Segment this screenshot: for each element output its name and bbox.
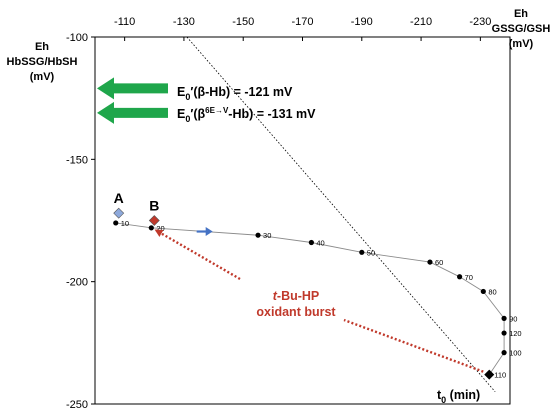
time-point-40 xyxy=(308,239,314,246)
direction-arrow-head xyxy=(205,227,213,237)
marker-A xyxy=(113,207,125,219)
e0-beta-hb-label: E0′(β-Hb) = -121 mV xyxy=(177,85,293,102)
left-tick-label: -100 xyxy=(66,32,88,44)
top-tick-label: -170 xyxy=(291,16,313,28)
time-point-label-80: 80 xyxy=(488,287,496,296)
left-tick-label: -250 xyxy=(66,399,88,411)
time-point-60 xyxy=(427,259,433,265)
time-point-label-110: 110 xyxy=(494,371,506,380)
time-point-label-50: 50 xyxy=(367,248,375,257)
t0-label: t0 (min) xyxy=(437,388,480,405)
time-series-layer: 10 20 30 40 50 60 70 80 90 120 100 110 xyxy=(113,219,522,380)
top-axis-title-line1: Eh xyxy=(514,8,528,20)
marker-label-A: A xyxy=(114,190,124,206)
e0-beta-6e-v-hb-label: E0′(β6E→V-Hb) = -131 mV xyxy=(177,106,316,124)
t0-diamond xyxy=(484,369,495,380)
burst-label-line2: oxidant burst xyxy=(256,305,336,319)
time-point-label-90: 90 xyxy=(509,314,517,323)
time-series-line xyxy=(115,222,505,375)
time-point-80 xyxy=(480,288,486,295)
time-point-label-70: 70 xyxy=(465,273,473,282)
time-point-label-40: 40 xyxy=(316,239,324,248)
time-point-50 xyxy=(359,249,365,255)
time-point-label-60: 60 xyxy=(435,258,443,267)
top-axis-title-line3: (mV) xyxy=(509,38,534,50)
burst-label-line1: t-Bu-HP xyxy=(273,289,320,303)
e0-beta-6e-v-hb-arrow xyxy=(97,101,168,124)
e0-beta-hb-arrow xyxy=(97,77,168,100)
diagonal-line-layer xyxy=(186,36,496,393)
time-point-label-10: 10 xyxy=(121,219,129,228)
left-tick-label: -200 xyxy=(66,277,88,289)
time-point-120 xyxy=(501,330,507,336)
top-tick-label: -110 xyxy=(114,16,135,28)
time-point-label-30: 30 xyxy=(263,231,271,240)
left-axis-title-line1: Eh xyxy=(35,41,49,53)
time-point-label-100: 100 xyxy=(509,349,522,358)
top-tick-label: -150 xyxy=(232,16,254,28)
marker-label-B: B xyxy=(149,198,159,214)
time-point-10 xyxy=(113,220,119,226)
burst-arrow-upper xyxy=(154,229,241,281)
time-point-30 xyxy=(255,232,261,238)
burst-arrow-lower xyxy=(343,318,484,373)
diagonal-reference-line xyxy=(186,36,496,393)
left-axis-title-line3: (mV) xyxy=(30,71,55,83)
time-point-label-20: 20 xyxy=(156,224,164,233)
top-tick-label: -130 xyxy=(173,16,195,28)
left-axis-ticks: -100 -150 -200 -250 xyxy=(66,32,95,411)
top-tick-label: -210 xyxy=(410,16,432,28)
time-point-90 xyxy=(501,315,507,321)
reference-potential-layer xyxy=(97,77,168,124)
top-tick-label: -230 xyxy=(469,16,491,28)
top-tick-label: -190 xyxy=(351,16,373,28)
left-axis-title-line2: HbSSG/HbSH xyxy=(7,56,78,68)
top-axis-title-line2: GSSG/GSH xyxy=(492,23,550,35)
time-point-20 xyxy=(148,225,154,231)
top-axis-ticks: -110 -130 -150 -170 -190 -210 -230 xyxy=(114,16,491,41)
marker-B xyxy=(148,215,160,226)
time-point-70 xyxy=(457,274,463,280)
time-point-label-120: 120 xyxy=(509,329,522,338)
time-point-100 xyxy=(501,350,507,356)
left-tick-label: -150 xyxy=(66,154,88,166)
